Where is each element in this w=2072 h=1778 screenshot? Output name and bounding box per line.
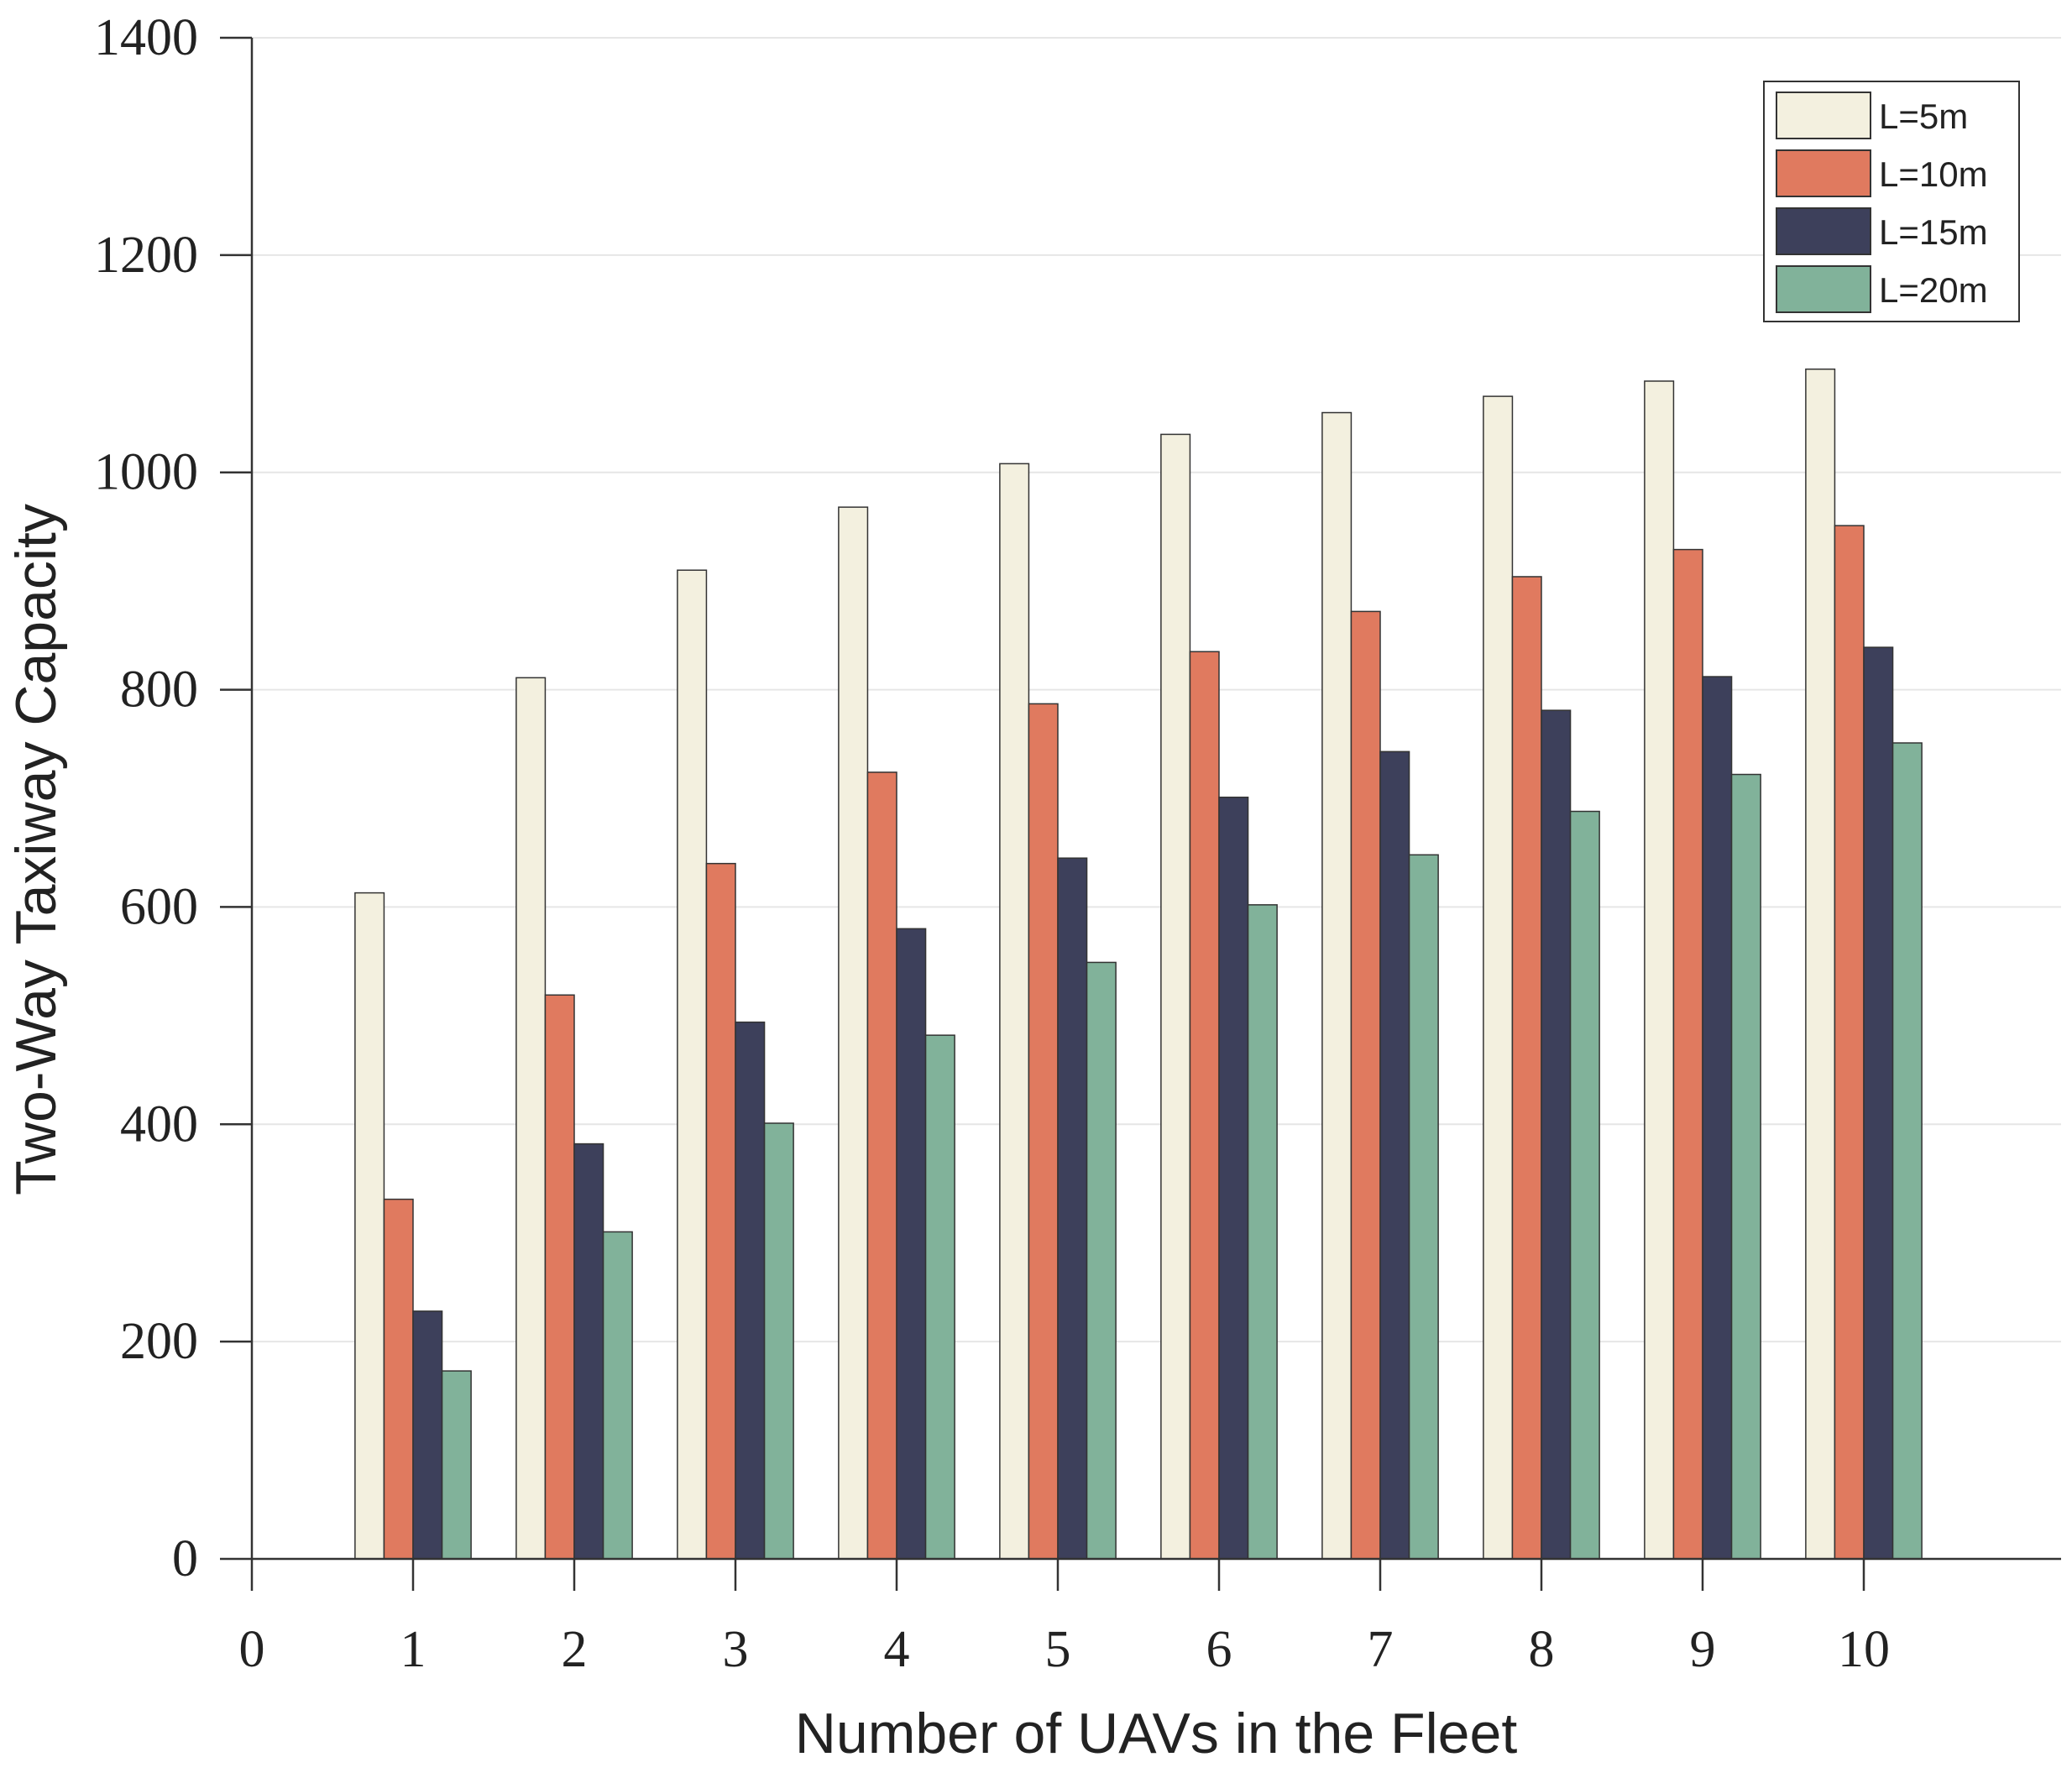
y-tick-label: 800 xyxy=(120,662,198,719)
y-tick-labels: 0 200 400 600 800 1000 1200 1400 xyxy=(94,9,198,1587)
bar-l-10m-x1 xyxy=(383,1198,414,1560)
x-tick-label: 2 xyxy=(562,1621,588,1678)
bar-l-15m-x8 xyxy=(1541,709,1572,1560)
axes xyxy=(220,36,2061,1591)
bar-l-20m-x7 xyxy=(1408,854,1439,1560)
bar-l-5m-x8 xyxy=(1483,395,1514,1560)
x-tick-label: 4 xyxy=(884,1621,910,1678)
x-axis-title: Number of UAVs in the Fleet xyxy=(795,1702,1518,1765)
bar-l-10m-x8 xyxy=(1511,576,1542,1560)
bar-l-5m-x3 xyxy=(677,569,708,1560)
bar-l-5m-x5 xyxy=(999,463,1030,1560)
bar-l-20m-x3 xyxy=(763,1122,794,1560)
legend-label-l-15m: L=15m xyxy=(1879,212,1988,252)
bar-l-15m-x1 xyxy=(412,1310,443,1560)
y-axis-title: Two-Way Taxiway Capacity xyxy=(4,504,68,1195)
legend: L=5m L=10m L=15m L=20m xyxy=(1763,81,2020,322)
x-tick-label: 10 xyxy=(1838,1621,1890,1678)
bar-l-20m-x2 xyxy=(602,1231,633,1560)
bar-l-5m-x6 xyxy=(1160,433,1191,1560)
bar-l-15m-x10 xyxy=(1863,646,1894,1560)
legend-swatch-l-15m xyxy=(1776,207,1871,255)
x-tick-labels: 0 1 2 3 4 5 6 7 8 9 10 xyxy=(239,1621,1891,1678)
bar-l-15m-x4 xyxy=(896,928,927,1560)
x-tick-label: 7 xyxy=(1368,1621,1394,1678)
y-tick-label: 600 xyxy=(120,878,198,935)
x-tick-label: 9 xyxy=(1690,1621,1716,1678)
bar-l-20m-x1 xyxy=(441,1370,472,1560)
y-tick-label: 1200 xyxy=(94,227,198,284)
bar-l-5m-x10 xyxy=(1805,369,1836,1560)
y-tick-label: 1400 xyxy=(94,9,198,66)
bar-l-10m-x2 xyxy=(544,994,575,1560)
bar-l-10m-x4 xyxy=(866,771,897,1560)
legend-swatch-l-20m xyxy=(1776,265,1871,313)
legend-label-l-5m: L=5m xyxy=(1879,97,1968,136)
bar-l-5m-x4 xyxy=(838,506,869,1560)
bar-l-5m-x1 xyxy=(354,892,385,1560)
bar-l-10m-x3 xyxy=(705,862,736,1560)
legend-label-l-10m: L=10m xyxy=(1879,154,1988,194)
x-tick-label: 1 xyxy=(400,1621,426,1678)
bar-l-15m-x7 xyxy=(1379,750,1410,1560)
legend-swatch-l-5m xyxy=(1776,92,1871,139)
bar-l-5m-x7 xyxy=(1321,411,1353,1560)
bar-l-15m-x9 xyxy=(1702,676,1733,1560)
bar-l-15m-x5 xyxy=(1057,857,1088,1560)
bar-l-20m-x6 xyxy=(1247,904,1278,1560)
x-tick-label: 5 xyxy=(1045,1621,1071,1678)
bar-l-10m-x9 xyxy=(1672,548,1703,1560)
bar-l-10m-x7 xyxy=(1350,610,1381,1560)
x-tick-label: 8 xyxy=(1529,1621,1555,1678)
y-tick-label: 0 xyxy=(172,1530,198,1587)
bars xyxy=(354,369,1923,1560)
bar-l-10m-x6 xyxy=(1189,651,1220,1560)
y-tick-label: 400 xyxy=(120,1096,198,1153)
bar-l-15m-x3 xyxy=(735,1021,766,1560)
bar-l-20m-x5 xyxy=(1086,961,1117,1560)
bar-l-15m-x6 xyxy=(1218,796,1249,1560)
legend-label-l-20m: L=20m xyxy=(1879,270,1988,310)
x-tick-label: 6 xyxy=(1206,1621,1232,1678)
bar-l-10m-x10 xyxy=(1834,525,1865,1560)
legend-swatch-l-10m xyxy=(1776,149,1871,197)
x-tick-label: 3 xyxy=(723,1621,749,1678)
bar-l-20m-x4 xyxy=(924,1034,955,1560)
y-tick-label: 200 xyxy=(120,1313,198,1370)
x-tick-label: 0 xyxy=(239,1621,265,1678)
bar-l-5m-x9 xyxy=(1644,380,1675,1560)
bar-l-20m-x10 xyxy=(1891,742,1923,1560)
bar-l-20m-x9 xyxy=(1730,773,1761,1560)
bar-l-15m-x2 xyxy=(573,1143,604,1560)
bar-l-20m-x8 xyxy=(1569,810,1600,1560)
bar-l-5m-x2 xyxy=(515,677,547,1560)
bar-l-10m-x5 xyxy=(1028,703,1059,1560)
y-tick-label: 1000 xyxy=(94,444,198,501)
